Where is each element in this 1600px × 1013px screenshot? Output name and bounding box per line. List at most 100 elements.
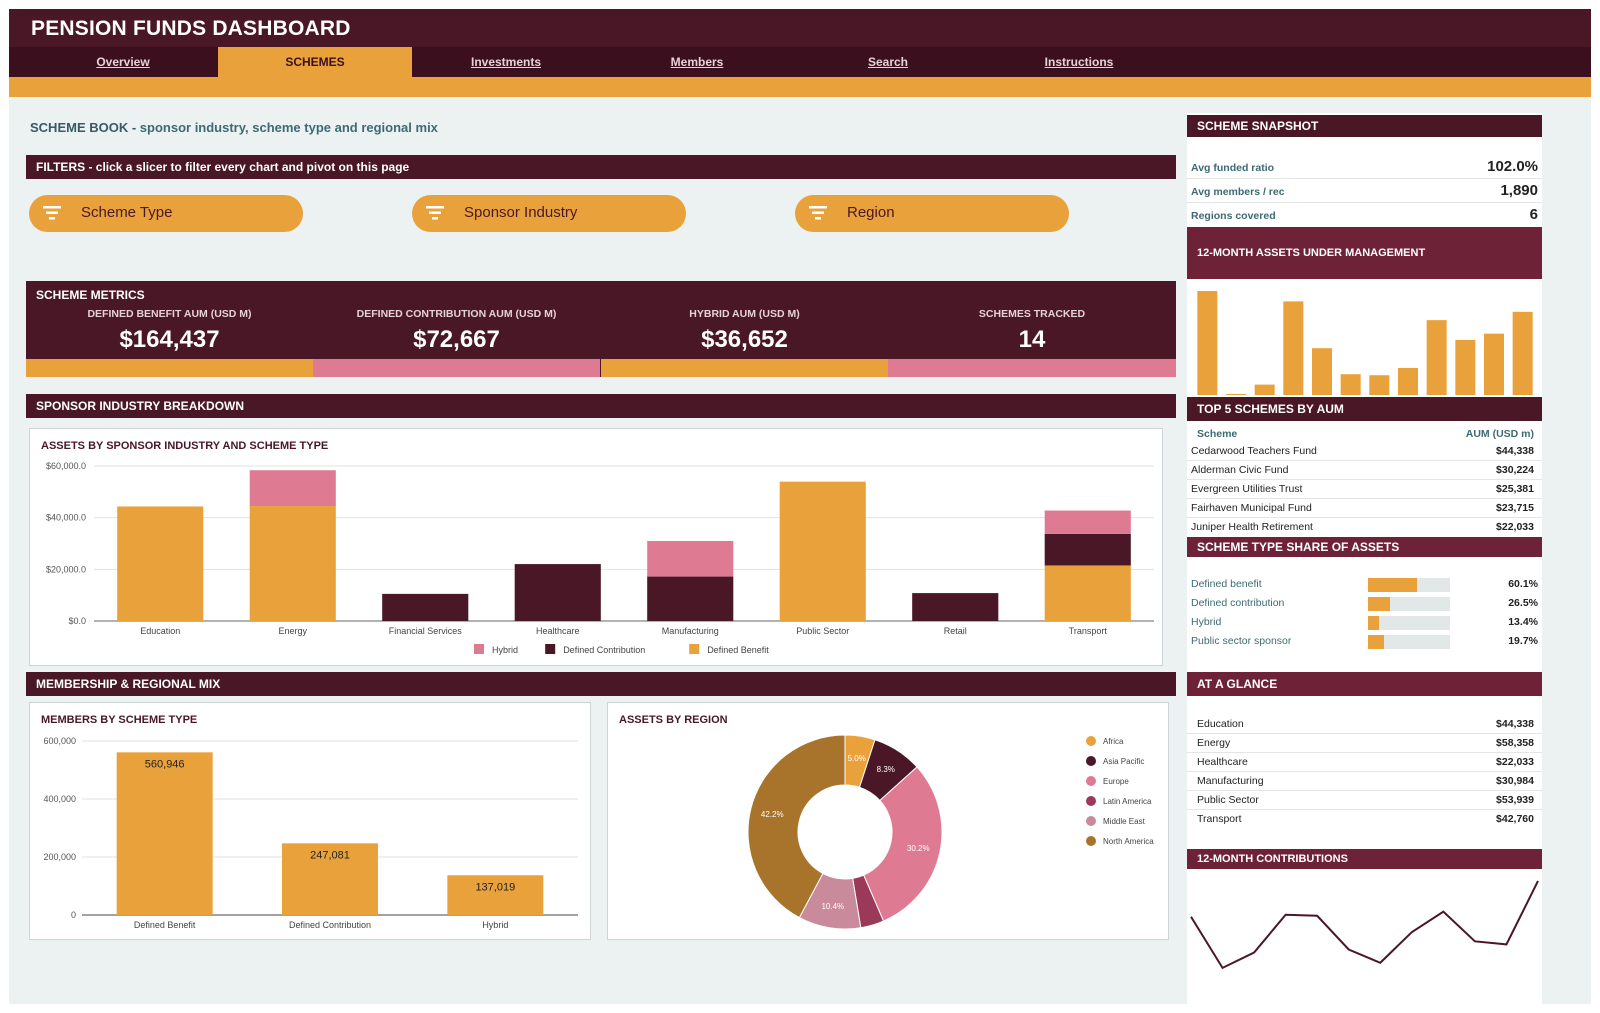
slicer-label: Region xyxy=(847,204,895,221)
chart-title: ASSETS BY SPONSOR INDUSTRY AND SCHEME TY… xyxy=(41,440,329,452)
share-row: Defined contribution 26.5% xyxy=(1187,594,1542,613)
metric-value: $72,667 xyxy=(413,326,500,353)
data-label: 247,081 xyxy=(310,849,350,861)
top5-row[interactable]: Alderman Civic Fund $30,224 xyxy=(1187,461,1542,480)
metric-db-aum: DEFINED BENEFIT AUM (USD M) $164,437 xyxy=(26,281,313,377)
sponsor-chart-card: ASSETS BY SPONSOR INDUSTRY AND SCHEME TY… xyxy=(29,428,1163,666)
legend-label: Defined Contribution xyxy=(563,645,645,655)
slice-label: 30.2% xyxy=(907,844,930,853)
snapshot-row: Avg funded ratio 102.0% xyxy=(1187,155,1542,179)
legend-label: Europe xyxy=(1103,777,1129,786)
y-tick-label: 400,000 xyxy=(43,794,76,804)
tab-investments[interactable]: Investments xyxy=(470,55,542,69)
snapshot-value: 102.0% xyxy=(1487,158,1538,175)
y-tick-label: $0.0 xyxy=(68,616,86,626)
y-tick-label: $60,000.0 xyxy=(46,461,86,471)
legend-label: Africa xyxy=(1103,737,1124,746)
y-tick-label: 0 xyxy=(71,910,76,920)
metric-label: HYBRID AUM (USD M) xyxy=(689,308,800,320)
x-tick-label: Transport xyxy=(1069,626,1108,636)
series-line xyxy=(1190,880,1539,970)
scheme-name: Fairhaven Municipal Fund xyxy=(1191,502,1312,514)
legend-label: Hybrid xyxy=(492,645,518,655)
nav-accent-strip xyxy=(9,77,1591,97)
metric-label: SCHEMES TRACKED xyxy=(978,308,1086,320)
tab-search[interactable]: Search xyxy=(867,55,909,69)
legend-swatch xyxy=(1086,836,1096,846)
bar xyxy=(1484,333,1504,395)
metrics-title: SCHEME METRICS xyxy=(36,288,145,302)
legend-swatch xyxy=(1086,816,1096,826)
filter-icon xyxy=(43,206,61,220)
legend-swatch xyxy=(1086,756,1096,766)
share-label: Hybrid xyxy=(1191,616,1222,628)
share-label: Public sector sponsor xyxy=(1191,635,1292,647)
glance-row: Energy $58,358 xyxy=(1187,734,1542,753)
bar xyxy=(1398,367,1418,395)
slicer-sponsor-industry[interactable]: Sponsor Industry xyxy=(412,195,686,232)
metric-value: 14 xyxy=(1018,326,1046,353)
top5-row[interactable]: Cedarwood Teachers Fund $44,338 xyxy=(1187,442,1542,461)
scheme-name: Evergreen Utilities Trust xyxy=(1191,483,1303,495)
members-bar-chart: 0 200,000 400,000 600,000 560,946 Defined Ben… xyxy=(43,736,578,930)
glance-header: AT A GLANCE xyxy=(1187,672,1542,696)
scheme-metrics-panel: SCHEME METRICS DEFINED BENEFIT AUM (USD … xyxy=(26,281,1176,377)
y-tick-label: $20,000.0 xyxy=(46,564,86,574)
donut-slice xyxy=(863,766,943,922)
slicer-label: Scheme Type xyxy=(81,204,173,221)
metric-accent-strip xyxy=(601,359,888,377)
share-bar-fill xyxy=(1368,578,1418,592)
share-label: Defined contribution xyxy=(1191,597,1285,609)
snapshot-row: Avg members / rec 1,890 xyxy=(1187,179,1542,203)
title-bar: PENSION FUNDS DASHBOARD xyxy=(9,9,1591,47)
bar-segment xyxy=(117,506,204,621)
legend-label: Latin America xyxy=(1103,797,1152,806)
slice-label: 42.2% xyxy=(761,810,784,819)
glance-row: Transport $42,760 xyxy=(1187,810,1542,829)
bar-segment xyxy=(249,506,336,621)
slice-label: 8.3% xyxy=(877,765,895,774)
x-tick-label: Retail xyxy=(944,626,967,636)
tab-members[interactable]: Members xyxy=(670,55,724,69)
page-title-separator: - xyxy=(128,120,140,135)
top5-row[interactable]: Juniper Health Retirement $22,033 xyxy=(1187,518,1542,537)
snapshot-label: Avg funded ratio xyxy=(1191,162,1275,174)
x-tick-label: Hybrid xyxy=(482,920,508,930)
bar-segment xyxy=(779,481,866,621)
glance-label: Healthcare xyxy=(1197,756,1248,768)
tab-overview[interactable]: Overview xyxy=(96,55,150,69)
bar-segment xyxy=(912,593,999,621)
members-chart-card: MEMBERS BY SCHEME TYPE 0 200,000 400,000 60… xyxy=(29,702,591,940)
slicer-label: Sponsor Industry xyxy=(464,204,578,221)
legend-swatch xyxy=(1086,736,1096,746)
contrib12-header: 12-MONTH CONTRIBUTIONS xyxy=(1187,849,1542,869)
page-title: SCHEME BOOK - sponsor industry, scheme t… xyxy=(30,120,438,135)
x-tick-label: Education xyxy=(140,626,180,636)
legend-swatch xyxy=(545,644,556,654)
glance-value: $42,760 xyxy=(1496,813,1534,825)
region-chart-card: ASSETS BY REGION 5.0% 8.3% 30.2% 10.4% 42.2%… xyxy=(607,702,1169,940)
legend-label: Asia Pacific xyxy=(1103,757,1144,766)
share-bar-fill xyxy=(1368,597,1390,611)
share-bar-fill xyxy=(1368,616,1379,630)
scheme-aum: $25,381 xyxy=(1496,483,1534,495)
tab-instructions[interactable]: Instructions xyxy=(1044,55,1114,69)
chart-title: MEMBERS BY SCHEME TYPE xyxy=(41,714,198,726)
filter-icon xyxy=(809,206,827,220)
top5-row[interactable]: Evergreen Utilities Trust $25,381 xyxy=(1187,480,1542,499)
scheme-aum: $22,033 xyxy=(1496,521,1534,533)
sponsor-stacked-bar-chart: $0.0 $20,000.0 $40,000.0 $60,000.0 Education… xyxy=(46,461,1154,655)
data-label: 137,019 xyxy=(475,881,515,893)
slicer-region[interactable]: Region xyxy=(795,195,1069,232)
legend-swatch xyxy=(1086,796,1096,806)
bar xyxy=(1340,374,1361,395)
legend-swatch xyxy=(689,644,700,654)
tab-schemes[interactable]: SCHEMES xyxy=(218,47,412,77)
share-label: Defined benefit xyxy=(1191,578,1262,590)
top5-row[interactable]: Fairhaven Municipal Fund $23,715 xyxy=(1187,499,1542,518)
bar-segment xyxy=(1044,565,1131,621)
glance-label: Energy xyxy=(1197,737,1231,749)
filter-icon xyxy=(426,206,444,220)
dashboard-frame: PENSION FUNDS DASHBOARD Overview SCHEMES… xyxy=(9,9,1591,1004)
slicer-scheme-type[interactable]: Scheme Type xyxy=(29,195,303,232)
